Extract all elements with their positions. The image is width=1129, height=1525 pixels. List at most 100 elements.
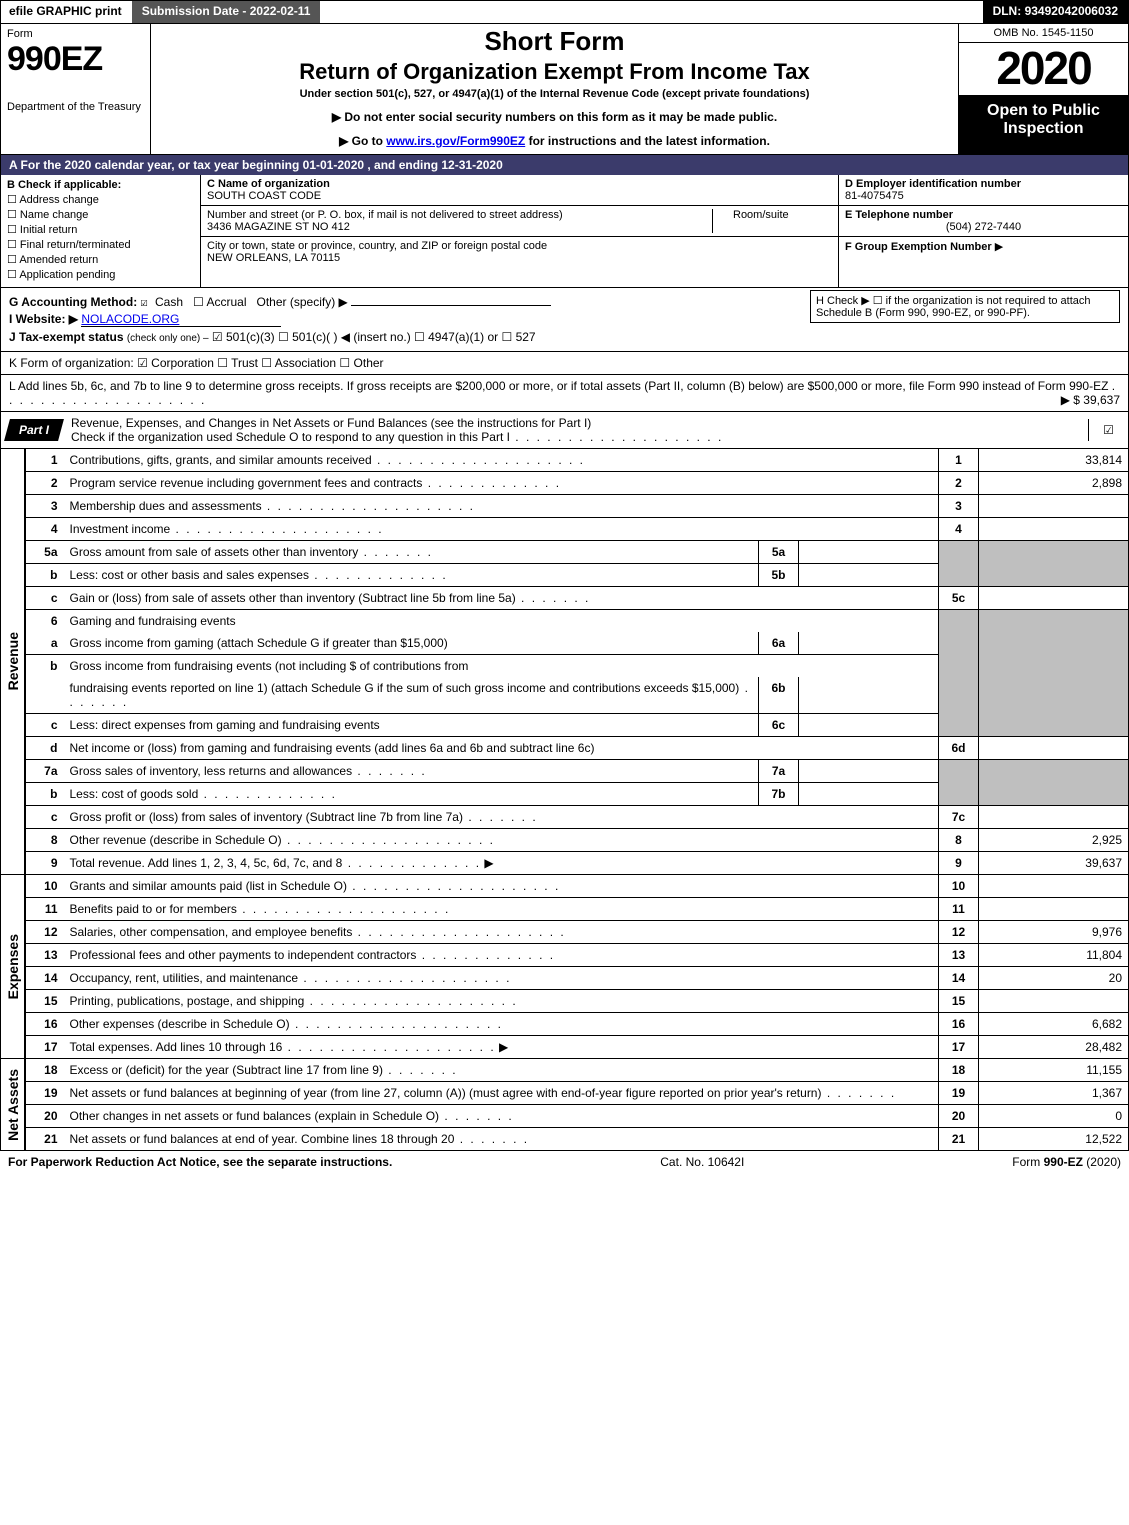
header-left: Form 990EZ Department of the Treasury: [1, 24, 151, 154]
line-desc: Add lines 1, 2, 3, 4, 5c, 6d, 7c, and 8: [148, 856, 343, 870]
box-e: E Telephone number (504) 272-7440: [839, 206, 1128, 237]
dots-icon: [170, 522, 383, 536]
chk-final-return[interactable]: ☐ Final return/terminated: [7, 238, 194, 251]
form-of-org-options[interactable]: ☑ Corporation ☐ Trust ☐ Association ☐ Ot…: [137, 356, 383, 370]
line-20: 20Other changes in net assets or fund ba…: [26, 1105, 1129, 1128]
expenses-label-text: Expenses: [5, 934, 21, 999]
net-assets-vertical-label: Net Assets: [1, 1059, 25, 1151]
short-form-label: Short Form: [159, 26, 950, 57]
line-18: 18Excess or (deficit) for the year (Subt…: [26, 1059, 1129, 1082]
dots-icon: [347, 879, 560, 893]
net-assets-table: 18Excess or (deficit) for the year (Subt…: [25, 1059, 1129, 1151]
chk-accrual[interactable]: ☐: [193, 295, 206, 309]
dots-icon: [298, 971, 511, 985]
subline-ref: 6c: [759, 714, 799, 737]
org-name-row: C Name of organization SOUTH COAST CODE: [201, 175, 838, 206]
dots-icon: [282, 833, 495, 847]
line-16: 16Other expenses (describe in Schedule O…: [26, 1013, 1129, 1036]
line-value: [979, 898, 1129, 921]
submission-date-value: 2022-02-11: [250, 4, 311, 18]
dots-icon: [352, 925, 565, 939]
line-ref: 21: [939, 1128, 979, 1151]
tax-year: 2020: [959, 43, 1128, 96]
line-10: 10 Grants and similar amounts paid (list …: [26, 875, 1129, 898]
ein-value: 81-4075475: [845, 190, 1122, 202]
line-12: 12Salaries, other compensation, and empl…: [26, 921, 1129, 944]
line-desc: Less: direct expenses from gaming and fu…: [70, 718, 380, 732]
dln-label: DLN:: [993, 4, 1025, 18]
chk-initial-return-label: Initial return: [20, 224, 77, 236]
website-label: I Website: ▶: [9, 312, 78, 326]
line-number: 14: [26, 967, 64, 990]
line-9: 9Total revenue. Add lines 1, 2, 3, 4, 5c…: [26, 852, 1129, 875]
box-b-label: B Check if applicable:: [7, 179, 121, 191]
chk-amended-return[interactable]: ☐ Amended return: [7, 253, 194, 266]
line-value: [979, 806, 1129, 829]
line-value: 28,482: [979, 1036, 1129, 1059]
city-row: City or town, state or province, country…: [201, 237, 838, 267]
line-number: [26, 677, 64, 714]
line-8: 8Other revenue (describe in Schedule O)8…: [26, 829, 1129, 852]
omb-number: OMB No. 1545-1150: [959, 24, 1128, 43]
line-ref: 19: [939, 1082, 979, 1105]
header-middle: Short Form Return of Organization Exempt…: [151, 24, 958, 154]
website-link[interactable]: NOLACODE.ORG: [81, 312, 281, 327]
grey-cell: [939, 760, 979, 806]
header-right: OMB No. 1545-1150 2020 Open to Public In…: [958, 24, 1128, 154]
line-number: 9: [26, 852, 64, 875]
chk-name-change[interactable]: ☐ Name change: [7, 208, 194, 221]
line-ref: 7c: [939, 806, 979, 829]
line-7a: 7a Gross sales of inventory, less returns…: [26, 760, 1129, 783]
line-number: 3: [26, 495, 64, 518]
line-number: 12: [26, 921, 64, 944]
chk-address-change[interactable]: ☐ Address change: [7, 193, 194, 206]
dots-icon: [309, 568, 448, 582]
line-ref: 17: [939, 1036, 979, 1059]
line-ref: 12: [939, 921, 979, 944]
line-2: 2Program service revenue including gover…: [26, 472, 1129, 495]
line-desc: Gross income from fundraising events (no…: [70, 659, 357, 673]
line-ref: 6d: [939, 737, 979, 760]
form-ref-pre: Form: [1012, 1155, 1043, 1169]
submission-date-label: Submission Date -: [142, 4, 250, 18]
info-block: B Check if applicable: ☐ Address change …: [0, 175, 1129, 288]
line-number: 18: [26, 1059, 64, 1082]
line-number: a: [26, 632, 64, 655]
line-desc: Grants and similar amounts paid (list in…: [70, 879, 347, 893]
line-number: 1: [26, 449, 64, 472]
line-number: 17: [26, 1036, 64, 1059]
part1-schedule-o-check[interactable]: ☑: [1088, 419, 1128, 441]
line-ref: 15: [939, 990, 979, 1013]
efile-print-label[interactable]: efile GRAPHIC print: [1, 1, 130, 23]
other-specify-input[interactable]: [351, 305, 551, 306]
part1-check-line: Check if the organization used Schedule …: [71, 430, 510, 444]
line-ref: 10: [939, 875, 979, 898]
tax-exempt-options[interactable]: ☑ 501(c)(3) ☐ 501(c)( ) ◀ (insert no.) ☐…: [212, 330, 536, 344]
net-assets-section: Net Assets 18Excess or (deficit) for the…: [0, 1059, 1129, 1151]
tax-year-band: A For the 2020 calendar year, or tax yea…: [0, 155, 1129, 175]
goto-line: ▶ Go to www.irs.gov/Form990EZ for instru…: [159, 134, 950, 148]
street-value: 3436 MAGAZINE ST NO 412: [207, 221, 712, 233]
tax-exempt-label: J Tax-exempt status: [9, 330, 124, 344]
line-desc: Gross sales of inventory, less returns a…: [70, 764, 353, 778]
chk-cash[interactable]: ☑: [141, 295, 155, 309]
arrow-icon: ▶: [484, 856, 493, 870]
line-number: b: [26, 655, 64, 678]
line-number: c: [26, 806, 64, 829]
line-desc: Net assets or fund balances at beginning…: [70, 1086, 822, 1100]
expenses-vertical-label: Expenses: [1, 875, 25, 1059]
dots-icon: [358, 545, 433, 559]
line-number: 16: [26, 1013, 64, 1036]
part1-tab: Part I: [4, 419, 64, 441]
irs-link[interactable]: www.irs.gov/Form990EZ: [386, 134, 525, 148]
open-to-public: Open to Public Inspection: [959, 96, 1128, 154]
line-13: 13Professional fees and other payments t…: [26, 944, 1129, 967]
chk-application-pending[interactable]: ☐ Application pending: [7, 268, 194, 281]
street-label: Number and street (or P. O. box, if mail…: [207, 209, 712, 221]
line-ref: 8: [939, 829, 979, 852]
dots-icon: [304, 994, 517, 1008]
line-5a: 5aGross amount from sale of assets other…: [26, 541, 1129, 564]
accrual-label: Accrual: [206, 295, 246, 309]
line-number: 7a: [26, 760, 64, 783]
chk-initial-return[interactable]: ☐ Initial return: [7, 223, 194, 236]
